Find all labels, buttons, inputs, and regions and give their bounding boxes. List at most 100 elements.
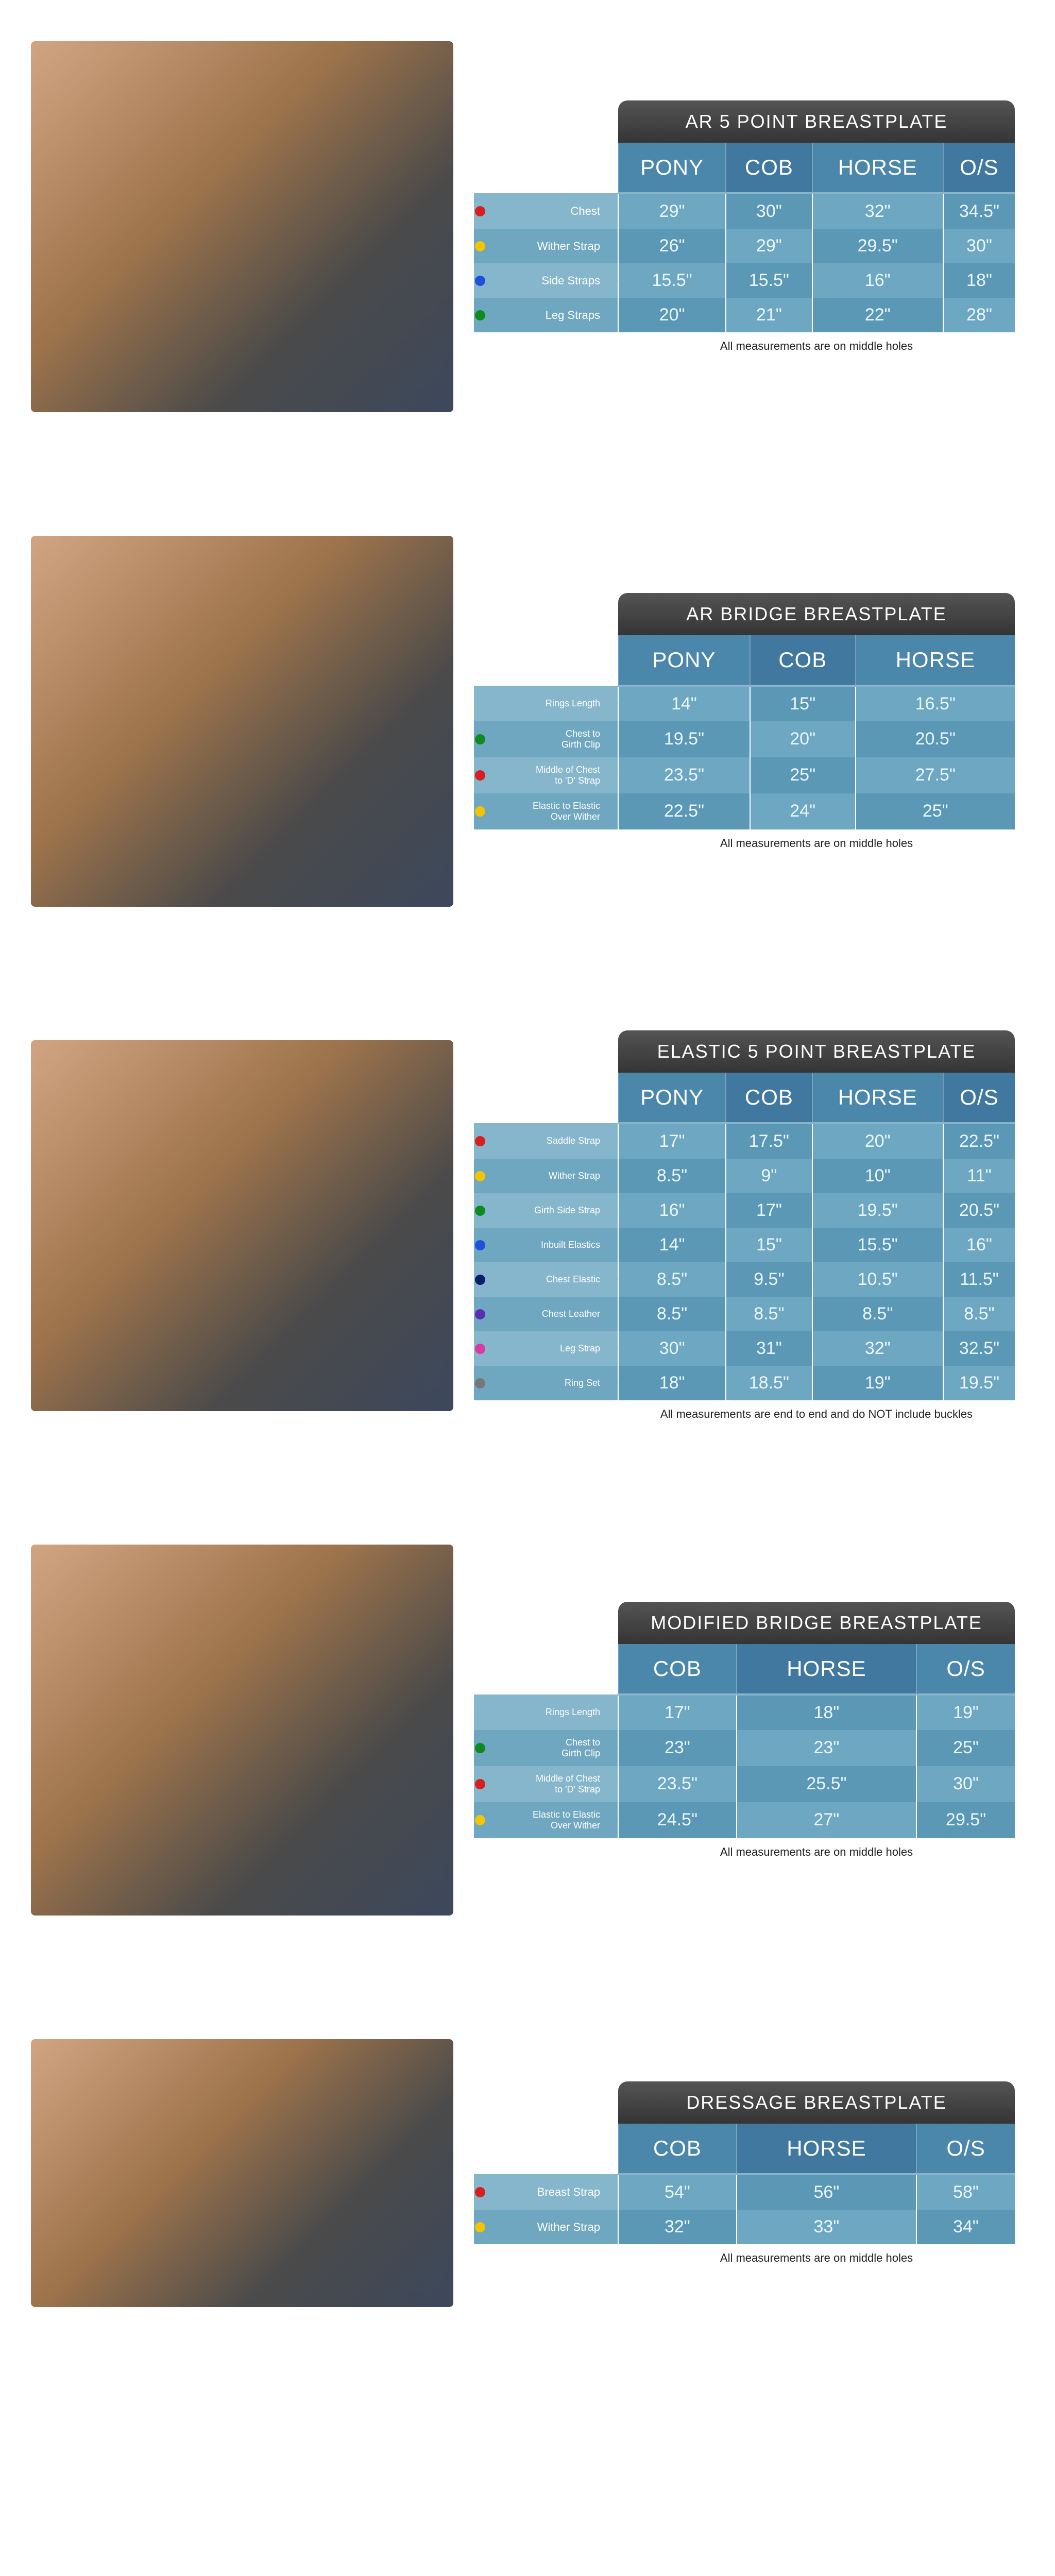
- row-label: Ring Set: [474, 1366, 618, 1400]
- cell-value: 11.5": [943, 1262, 1015, 1297]
- row-label-text: Rings Length: [546, 698, 600, 708]
- cell-value: 10": [812, 1159, 943, 1193]
- column-header: HORSE: [737, 2124, 916, 2174]
- row-label-text: Wither Strap: [549, 1171, 600, 1181]
- cell-value: 8.5": [618, 1159, 726, 1193]
- row-label: Leg Straps: [474, 298, 618, 332]
- cell-value: 23.5": [618, 1766, 737, 1802]
- row-label: Wither Strap: [474, 2210, 618, 2244]
- table-footnote: All measurements are on middle holes: [618, 829, 1015, 850]
- table-container: AR BRIDGE BREASTPLATEPONYCOBHORSERings L…: [474, 593, 1015, 850]
- cell-value: 23.5": [618, 757, 750, 793]
- cell-value: 29": [618, 193, 726, 229]
- column-header: COB: [726, 143, 812, 193]
- row-label: Chest toGirth Clip: [474, 721, 618, 757]
- row-label-text: Middle of Chestto 'D' Strap: [536, 1773, 600, 1794]
- cell-value: 31": [726, 1331, 812, 1366]
- table-row: Middle of Chestto 'D' Strap23.5"25.5"30": [474, 1766, 1015, 1802]
- row-label: Wither Strap: [474, 229, 618, 263]
- row-label: Wither Strap: [474, 1159, 618, 1193]
- column-header: O/S: [943, 143, 1015, 193]
- row-label: Middle of Chestto 'D' Strap: [474, 757, 618, 793]
- row-label: Middle of Chestto 'D' Strap: [474, 1766, 618, 1802]
- sizing-section: AR BRIDGE BREASTPLATEPONYCOBHORSERings L…: [31, 536, 1024, 907]
- row-label: Breast Strap: [474, 2174, 618, 2210]
- product-photo-placeholder: [31, 536, 453, 907]
- color-dot-icon: [475, 206, 485, 216]
- row-label-text: Elastic to ElasticOver Wither: [533, 1809, 600, 1831]
- column-header: HORSE: [812, 1073, 943, 1123]
- table-row: Leg Straps20"21"22"28": [474, 298, 1015, 332]
- cell-value: 14": [618, 686, 750, 721]
- cell-value: 16": [812, 263, 943, 298]
- cell-value: 22.5": [943, 1123, 1015, 1159]
- row-label: Inbuilt Elastics: [474, 1228, 618, 1262]
- color-dot-icon: [475, 806, 485, 817]
- cell-value: 15.5": [726, 263, 812, 298]
- cell-value: 32": [812, 1331, 943, 1366]
- color-dot-icon: [475, 1309, 485, 1319]
- cell-value: 29.5": [812, 229, 943, 263]
- row-label: Saddle Strap: [474, 1123, 618, 1159]
- cell-value: 19.5": [618, 721, 750, 757]
- cell-value: 15": [750, 686, 856, 721]
- product-photo-placeholder: [31, 1040, 453, 1411]
- cell-value: 33": [737, 2210, 916, 2244]
- column-header: COB: [618, 1644, 737, 1694]
- cell-value: 26": [618, 229, 726, 263]
- column-header: COB: [750, 635, 856, 686]
- table-row: Elastic to ElasticOver Wither24.5"27"29.…: [474, 1802, 1015, 1838]
- color-dot-icon: [475, 734, 485, 744]
- cell-value: 20.5": [856, 721, 1015, 757]
- cell-value: 9": [726, 1159, 812, 1193]
- column-header: HORSE: [856, 635, 1015, 686]
- sizing-section: DRESSAGE BREASTPLATECOBHORSEO/SBreast St…: [31, 2039, 1024, 2307]
- row-label-text: Inbuilt Elastics: [541, 1240, 600, 1250]
- sizing-section: MODIFIED BRIDGE BREASTPLATECOBHORSEO/SRi…: [31, 1545, 1024, 1916]
- color-dot-icon: [475, 1779, 485, 1789]
- cell-value: 8.5": [943, 1297, 1015, 1331]
- table-footnote: All measurements are on middle holes: [618, 2244, 1015, 2265]
- row-label-text: Chest: [571, 205, 600, 217]
- row-label: Chest Elastic: [474, 1262, 618, 1297]
- cell-value: 25": [750, 757, 856, 793]
- cell-value: 18": [943, 263, 1015, 298]
- cell-value: 19": [812, 1366, 943, 1400]
- cell-value: 28": [943, 298, 1015, 332]
- table-footnote: All measurements are on middle holes: [618, 332, 1015, 353]
- table-title: AR BRIDGE BREASTPLATE: [618, 593, 1015, 635]
- sizing-table: AR BRIDGE BREASTPLATEPONYCOBHORSERings L…: [474, 593, 1015, 829]
- cell-value: 17.5": [726, 1123, 812, 1159]
- table-row: Girth Side Strap16"17"19.5"20.5": [474, 1193, 1015, 1228]
- cell-value: 32.5": [943, 1331, 1015, 1366]
- column-header: O/S: [943, 1073, 1015, 1123]
- row-label: Elastic to ElasticOver Wither: [474, 1802, 618, 1838]
- table-row: Chest Elastic8.5"9.5"10.5"11.5": [474, 1262, 1015, 1297]
- row-label: Elastic to ElasticOver Wither: [474, 793, 618, 829]
- row-label-text: Wither Strap: [537, 2221, 600, 2233]
- table-row: Middle of Chestto 'D' Strap23.5"25"27.5": [474, 757, 1015, 793]
- cell-value: 18": [618, 1366, 726, 1400]
- cell-value: 32": [812, 193, 943, 229]
- cell-value: 8.5": [618, 1262, 726, 1297]
- cell-value: 24": [750, 793, 856, 829]
- cell-value: 18": [737, 1694, 916, 1730]
- cell-value: 20": [812, 1123, 943, 1159]
- cell-value: 22.5": [618, 793, 750, 829]
- row-label: Rings Length: [474, 686, 618, 721]
- row-label-text: Girth Side Strap: [534, 1205, 600, 1215]
- cell-value: 34.5": [943, 193, 1015, 229]
- row-label-text: Side Straps: [541, 274, 600, 287]
- cell-value: 8.5": [726, 1297, 812, 1331]
- table-container: AR 5 POINT BREASTPLATEPONYCOBHORSEO/SChe…: [474, 100, 1015, 353]
- table-row: Side Straps15.5"15.5"16"18": [474, 263, 1015, 298]
- table-row: Chest toGirth Clip19.5"20"20.5": [474, 721, 1015, 757]
- row-label: Side Straps: [474, 263, 618, 298]
- row-label-text: Chest Elastic: [546, 1274, 600, 1284]
- table-row: Rings Length14"15"16.5": [474, 686, 1015, 721]
- color-dot-icon: [475, 1378, 485, 1388]
- cell-value: 56": [737, 2174, 916, 2210]
- column-header: COB: [726, 1073, 812, 1123]
- row-label: Chest Leather: [474, 1297, 618, 1331]
- cell-value: 20.5": [943, 1193, 1015, 1228]
